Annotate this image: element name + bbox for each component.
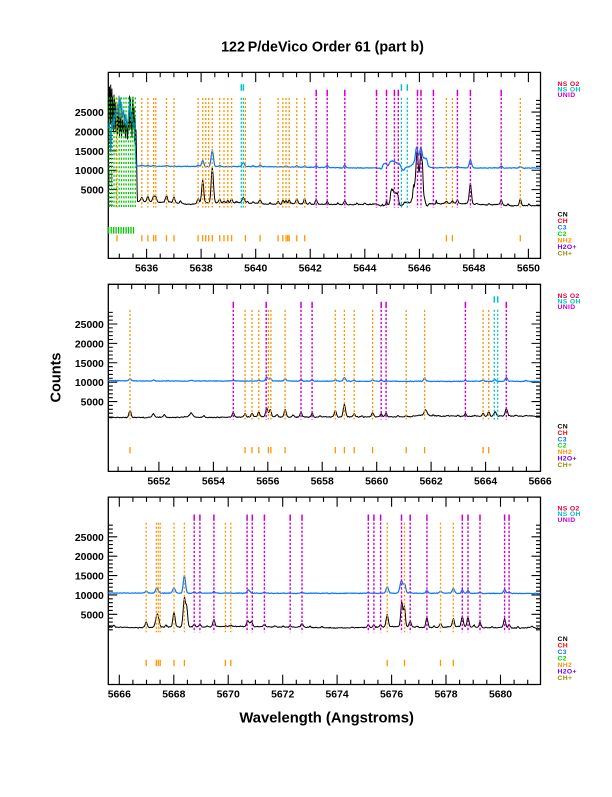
svg-text:CN: CN xyxy=(558,211,569,218)
svg-text:15000: 15000 xyxy=(75,359,104,370)
svg-text:NS O2: NS O2 xyxy=(558,81,580,88)
svg-text:C3: C3 xyxy=(558,436,567,443)
svg-text:20000: 20000 xyxy=(75,128,104,139)
svg-text:C2: C2 xyxy=(558,656,567,663)
svg-text:10000: 10000 xyxy=(75,591,104,602)
svg-text:CH: CH xyxy=(558,430,569,437)
svg-text:5666: 5666 xyxy=(108,690,131,701)
svg-text:5650: 5650 xyxy=(517,264,540,275)
svg-text:UNID: UNID xyxy=(558,304,576,311)
svg-text:20000: 20000 xyxy=(75,552,104,563)
svg-text:NH2: NH2 xyxy=(558,237,573,244)
svg-text:UNID: UNID xyxy=(558,92,576,99)
svg-text:5672: 5672 xyxy=(271,690,294,701)
svg-text:15000: 15000 xyxy=(75,572,104,583)
svg-text:5662: 5662 xyxy=(420,477,443,488)
svg-text:5674: 5674 xyxy=(326,690,349,701)
svg-text:C3: C3 xyxy=(558,224,567,231)
svg-text:5660: 5660 xyxy=(365,477,388,488)
svg-text:25000: 25000 xyxy=(75,108,104,119)
svg-text:5680: 5680 xyxy=(489,690,512,701)
svg-text:NS OH: NS OH xyxy=(558,298,581,305)
svg-text:5666: 5666 xyxy=(529,477,552,488)
svg-text:25000: 25000 xyxy=(75,533,104,544)
svg-text:NH2: NH2 xyxy=(558,662,573,669)
svg-text:5670: 5670 xyxy=(217,690,240,701)
svg-text:CH+: CH+ xyxy=(558,462,573,469)
svg-text:5678: 5678 xyxy=(434,690,457,701)
svg-text:NS O2: NS O2 xyxy=(558,293,580,300)
svg-text:CH: CH xyxy=(558,643,569,650)
svg-text:NS O2: NS O2 xyxy=(558,506,580,513)
svg-text:5644: 5644 xyxy=(353,264,376,275)
svg-text:10000: 10000 xyxy=(75,378,104,389)
svg-text:5652: 5652 xyxy=(147,477,170,488)
svg-text:NS OH: NS OH xyxy=(558,511,581,518)
svg-text:10000: 10000 xyxy=(75,166,104,177)
svg-text:CN: CN xyxy=(558,636,569,643)
svg-text:Counts: Counts xyxy=(49,353,65,403)
svg-text:Wavelength (Angstroms): Wavelength (Angstroms) xyxy=(239,710,414,726)
svg-text:5000: 5000 xyxy=(81,610,104,621)
svg-text:122 P/deVico Order 61 (part b): 122 P/deVico Order 61 (part b) xyxy=(221,39,424,55)
svg-text:5676: 5676 xyxy=(380,690,403,701)
svg-text:5654: 5654 xyxy=(202,477,225,488)
svg-text:5638: 5638 xyxy=(190,264,213,275)
svg-text:5000: 5000 xyxy=(81,398,104,409)
svg-text:H2O+: H2O+ xyxy=(558,669,577,676)
svg-text:CN: CN xyxy=(558,423,569,430)
svg-text:5640: 5640 xyxy=(244,264,267,275)
svg-text:C3: C3 xyxy=(558,649,567,656)
svg-text:NS OH: NS OH xyxy=(558,87,581,94)
svg-text:5656: 5656 xyxy=(256,477,279,488)
svg-text:5648: 5648 xyxy=(462,264,485,275)
svg-text:5664: 5664 xyxy=(474,477,497,488)
svg-text:5668: 5668 xyxy=(162,690,185,701)
svg-text:C2: C2 xyxy=(558,231,567,238)
svg-text:25000: 25000 xyxy=(75,320,104,331)
svg-text:UNID: UNID xyxy=(558,517,576,524)
svg-text:5642: 5642 xyxy=(299,264,322,275)
svg-text:5658: 5658 xyxy=(311,477,334,488)
svg-text:15000: 15000 xyxy=(75,147,104,158)
svg-text:CH+: CH+ xyxy=(558,675,573,682)
svg-text:H2O+: H2O+ xyxy=(558,456,577,463)
svg-text:C2: C2 xyxy=(558,443,567,450)
svg-text:CH+: CH+ xyxy=(558,250,573,257)
svg-text:NH2: NH2 xyxy=(558,449,573,456)
svg-text:20000: 20000 xyxy=(75,339,104,350)
svg-text:5636: 5636 xyxy=(135,264,158,275)
svg-text:5000: 5000 xyxy=(81,186,104,197)
svg-text:5646: 5646 xyxy=(408,264,431,275)
svg-text:CH: CH xyxy=(558,218,569,225)
svg-text:H2O+: H2O+ xyxy=(558,244,577,251)
